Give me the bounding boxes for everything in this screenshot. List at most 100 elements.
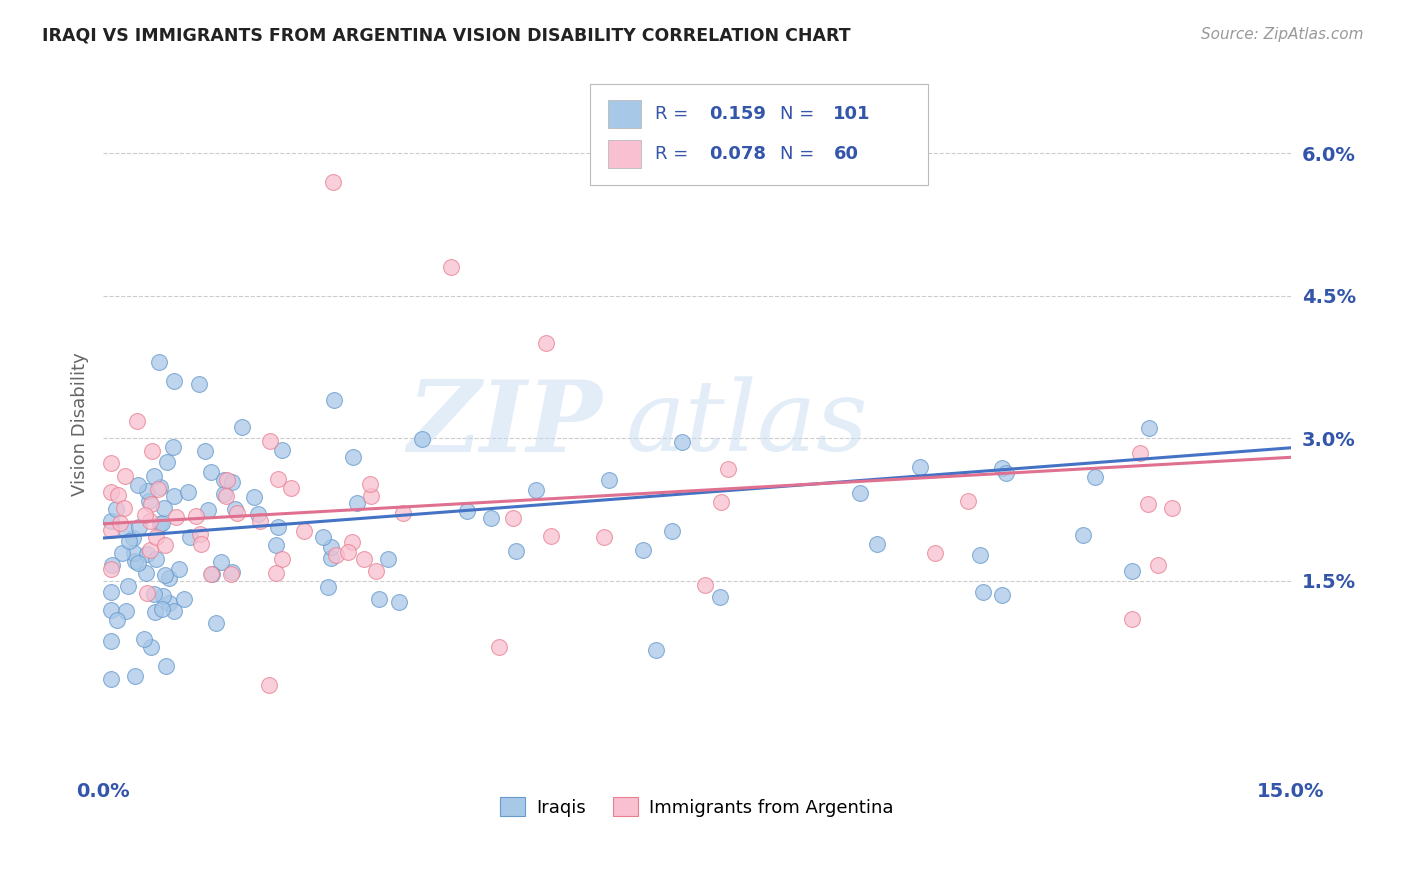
Point	[991, 588, 1014, 602]
Point	[219, 567, 242, 582]
Point	[524, 483, 547, 498]
Point	[138, 494, 160, 508]
Point	[264, 566, 287, 581]
Point	[114, 522, 136, 536]
Point	[267, 520, 290, 534]
Point	[100, 672, 122, 686]
Y-axis label: Vision Disability: Vision Disability	[72, 352, 89, 496]
Point	[1137, 420, 1160, 434]
Point	[488, 640, 510, 655]
Point	[249, 514, 271, 528]
Point	[200, 567, 222, 582]
Point	[972, 584, 994, 599]
Point	[165, 510, 187, 524]
Point	[115, 604, 138, 618]
Point	[292, 524, 315, 538]
Point	[991, 461, 1014, 475]
Point	[149, 480, 172, 494]
Point	[321, 551, 343, 566]
Point	[162, 440, 184, 454]
Point	[866, 537, 889, 551]
Point	[135, 566, 157, 580]
Point	[337, 545, 360, 559]
Point	[100, 602, 122, 616]
Point	[157, 571, 180, 585]
Point	[100, 523, 122, 537]
Point	[149, 517, 172, 532]
Point	[924, 546, 946, 560]
Point	[163, 604, 186, 618]
Point	[188, 527, 211, 541]
Point	[1073, 528, 1095, 542]
Point	[117, 534, 139, 549]
Point	[124, 669, 146, 683]
Text: 101: 101	[834, 105, 870, 123]
Point	[661, 524, 683, 539]
Point	[146, 483, 169, 497]
Text: atlas: atlas	[626, 376, 869, 472]
Point	[364, 564, 387, 578]
Point	[127, 556, 149, 570]
Point	[215, 489, 238, 503]
Point	[224, 502, 246, 516]
Point	[110, 516, 132, 530]
Point	[139, 497, 162, 511]
Text: Source: ZipAtlas.com: Source: ZipAtlas.com	[1201, 27, 1364, 42]
Point	[1121, 612, 1143, 626]
Point	[127, 478, 149, 492]
Text: IRAQI VS IMMIGRANTS FROM ARGENTINA VISION DISABILITY CORRELATION CHART: IRAQI VS IMMIGRANTS FROM ARGENTINA VISIO…	[42, 27, 851, 45]
Point	[1160, 501, 1182, 516]
Point	[179, 529, 201, 543]
Point	[342, 450, 364, 465]
Point	[105, 613, 128, 627]
Point	[205, 616, 228, 631]
Point	[598, 473, 620, 487]
Point	[124, 554, 146, 568]
Point	[107, 488, 129, 502]
Point	[187, 376, 209, 391]
Point	[995, 466, 1018, 480]
Point	[264, 538, 287, 552]
Point	[157, 596, 180, 610]
Point	[128, 520, 150, 534]
Point	[910, 460, 932, 475]
Point	[280, 481, 302, 495]
Point	[540, 529, 562, 543]
Point	[117, 579, 139, 593]
Point	[377, 551, 399, 566]
Point	[1121, 564, 1143, 578]
Point	[340, 534, 363, 549]
Point	[143, 605, 166, 619]
Text: 0.078: 0.078	[709, 145, 766, 162]
Point	[111, 546, 134, 560]
Point	[122, 546, 145, 560]
FancyBboxPatch shape	[607, 100, 641, 128]
Point	[152, 589, 174, 603]
Point	[592, 530, 614, 544]
Point	[671, 434, 693, 449]
Point	[139, 542, 162, 557]
Point	[153, 538, 176, 552]
Point	[156, 455, 179, 469]
Point	[173, 592, 195, 607]
Point	[112, 501, 135, 516]
Point	[312, 531, 335, 545]
Point	[536, 336, 558, 351]
Point	[695, 578, 717, 592]
Point	[100, 484, 122, 499]
Point	[270, 552, 292, 566]
Point	[505, 544, 527, 558]
Point	[184, 509, 207, 524]
Point	[100, 514, 122, 528]
Point	[481, 511, 503, 525]
Point	[1084, 470, 1107, 484]
Point	[139, 640, 162, 655]
Point	[134, 508, 156, 522]
Point	[633, 543, 655, 558]
Text: R =: R =	[655, 105, 695, 123]
Point	[456, 503, 478, 517]
Point	[200, 465, 222, 479]
Point	[209, 555, 232, 569]
Point	[212, 486, 235, 500]
Point	[360, 489, 382, 503]
